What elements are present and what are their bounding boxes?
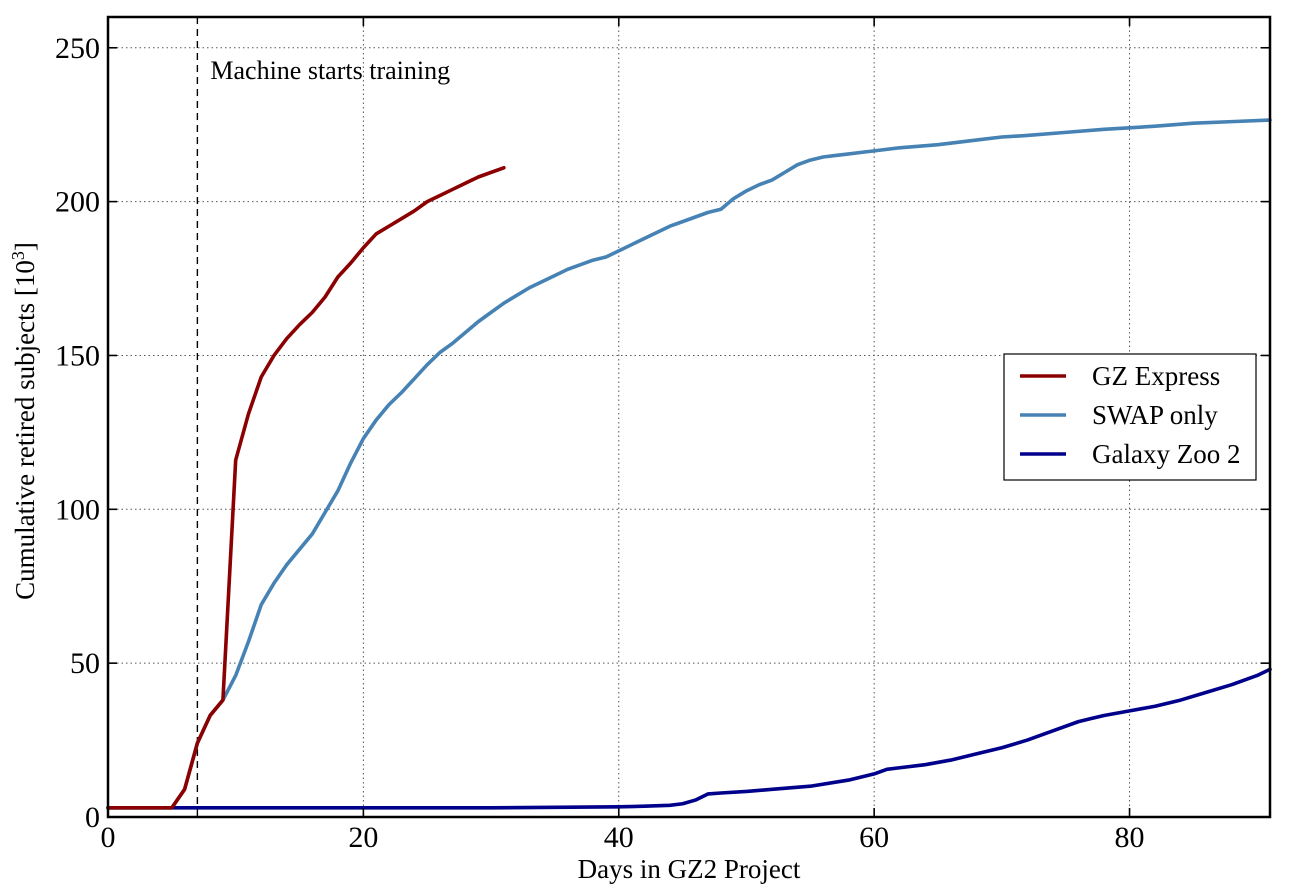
annotation-layer: Machine starts training bbox=[196, 17, 450, 817]
series-line-swap-only bbox=[106, 118, 1272, 810]
x-tick-label: 80 bbox=[1115, 821, 1145, 854]
series-layer bbox=[106, 118, 1272, 810]
legend-label-galaxy-zoo-2: Galaxy Zoo 2 bbox=[1092, 439, 1240, 469]
x-tick-label: 40 bbox=[604, 821, 634, 854]
x-axis-label: Days in GZ2 Project bbox=[578, 854, 801, 884]
series-line-gz-express bbox=[106, 165, 506, 810]
legend-label-swap-only: SWAP only bbox=[1092, 400, 1218, 430]
x-tick-label: 60 bbox=[859, 821, 889, 854]
legend-label-gz-express: GZ Express bbox=[1092, 361, 1220, 391]
legend: GZ Express SWAP only Galaxy Zoo 2 bbox=[1003, 353, 1257, 481]
y-axis-label-superscript: 3 bbox=[8, 251, 28, 260]
y-axis-label-main: Cumulative retired subjects [10 bbox=[10, 260, 40, 600]
x-tick-label: 20 bbox=[348, 821, 378, 854]
y-tick-label: 200 bbox=[55, 186, 100, 219]
y-tick-label: 50 bbox=[70, 647, 100, 680]
training-start-annotation: Machine starts training bbox=[210, 56, 450, 85]
y-tick-label: 100 bbox=[55, 493, 100, 526]
y-tick-label: 0 bbox=[85, 801, 100, 834]
x-tick-label: 0 bbox=[101, 821, 116, 854]
y-tick-label: 150 bbox=[55, 339, 100, 372]
y-axis-label: Cumulative retired subjects [103] bbox=[8, 242, 40, 600]
tick-layer: 0 20 40 60 80 0 50 100 150 200 250 bbox=[55, 17, 1270, 854]
y-axis-label-suffix: ] bbox=[10, 242, 40, 251]
y-tick-label: 250 bbox=[55, 32, 100, 65]
series-line-galaxy-zoo-2 bbox=[106, 667, 1272, 810]
grid-layer bbox=[108, 17, 1270, 817]
plot-frame bbox=[106, 15, 1272, 819]
